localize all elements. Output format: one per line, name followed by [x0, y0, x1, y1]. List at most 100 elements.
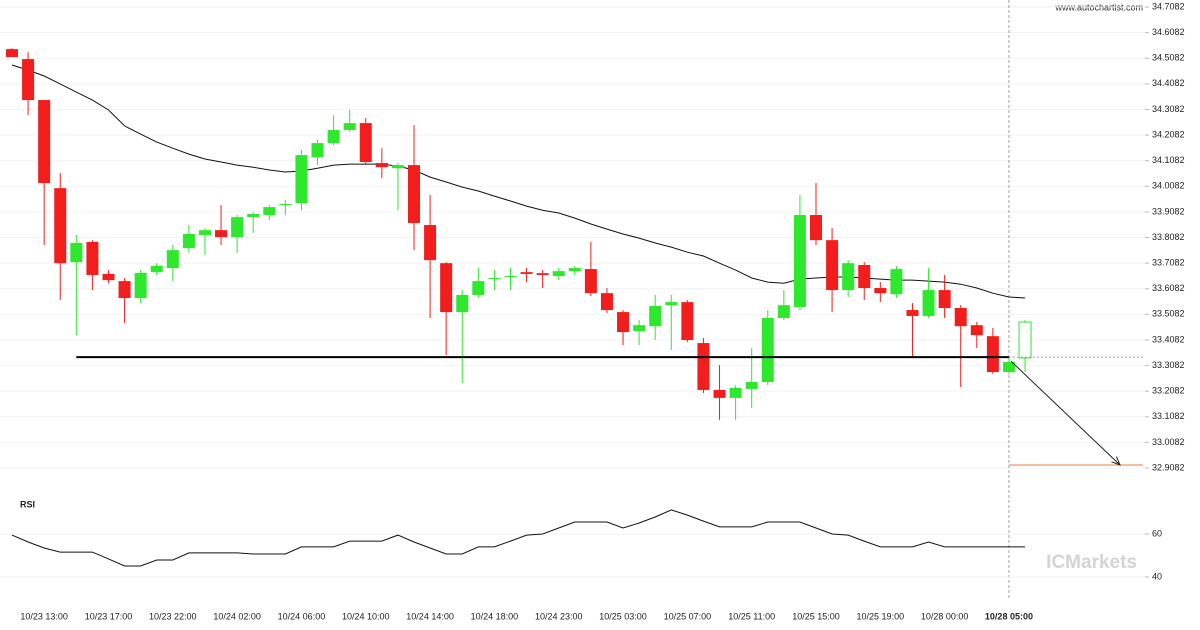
candle-body: [118, 281, 131, 299]
candle-body: [729, 387, 742, 398]
candle-body: [359, 123, 372, 163]
x-tick-label: 10/28 05:00: [985, 611, 1033, 621]
y-tick-label: 34.5082: [1152, 53, 1185, 63]
candle-body: [22, 59, 35, 101]
rsi-line: [11, 509, 1025, 567]
rsi-label: RSI: [20, 499, 35, 509]
candle-body: [890, 269, 903, 295]
y-tick-label: 33.8082: [1152, 232, 1185, 242]
candle-body: [215, 230, 228, 238]
candle-body: [86, 241, 99, 275]
candle-body: [793, 215, 806, 307]
candle-body: [343, 123, 356, 131]
candle-body: [263, 207, 276, 216]
candle-body: [311, 143, 324, 158]
candle-body: [1002, 362, 1015, 373]
x-tick-label: 10/25 03:00: [599, 611, 647, 621]
candle-body: [633, 325, 646, 332]
candle-body: [874, 288, 887, 294]
forecast-arrow-head: [1111, 456, 1121, 466]
candle-body: [166, 250, 179, 269]
candle-body: [520, 272, 533, 274]
candle-body: [681, 302, 694, 341]
candle-body: [536, 273, 549, 275]
x-tick-label: 10/23 22:00: [149, 611, 197, 621]
candle-body: [761, 317, 774, 383]
x-tick-label: 10/24 10:00: [342, 611, 390, 621]
y-tick-label: 34.3082: [1152, 104, 1185, 114]
candle-body: [440, 263, 453, 313]
x-tick-label: 10/25 07:00: [664, 611, 712, 621]
y-tick-label: 33.3082: [1152, 360, 1185, 370]
candle-body: [38, 100, 51, 184]
candle-body: [504, 275, 517, 278]
candle-body: [970, 325, 983, 336]
candle-body: [408, 165, 420, 223]
y-tick-label: 33.6082: [1152, 283, 1185, 293]
candle-body: [198, 230, 211, 236]
candle-body: [247, 214, 260, 218]
y-tick-label: 32.9082: [1152, 462, 1185, 472]
x-tick-label: 10/28 00:00: [921, 611, 969, 621]
candle-body: [456, 294, 469, 313]
x-tick-label: 10/23 13:00: [20, 611, 68, 621]
candle-body: [295, 155, 308, 204]
forecast-arrow: [1010, 360, 1121, 466]
y-tick-label: 33.0082: [1152, 437, 1185, 447]
y-tick-label: 33.7082: [1152, 258, 1185, 268]
candle-body: [424, 225, 437, 261]
candle-body: [488, 278, 501, 280]
y-tick-label: 34.4082: [1152, 78, 1185, 88]
x-tick-label: 10/25 11:00: [728, 611, 775, 621]
y-tick-label: 33.1082: [1152, 411, 1185, 421]
candle-body: [552, 271, 565, 276]
x-tick-label: 10/24 23:00: [535, 611, 583, 621]
x-tick-label: 10/24 06:00: [278, 611, 326, 621]
candle-body: [568, 268, 581, 272]
candle-body: [986, 336, 999, 373]
candle-body: [391, 165, 404, 169]
candle-body: [617, 312, 630, 333]
candle-body: [1018, 321, 1032, 359]
candle-body: [375, 163, 388, 168]
x-tick-label: 10/25 19:00: [857, 611, 905, 621]
x-tick-label: 10/24 02:00: [213, 611, 261, 621]
candle-body: [279, 204, 292, 206]
candle-body: [150, 266, 163, 273]
candle-body: [182, 233, 195, 249]
candle-body: [134, 272, 147, 299]
candle-body: [600, 293, 613, 311]
candle-body: [697, 343, 710, 390]
candle-body: [6, 49, 18, 58]
x-tick-label: 10/24 18:00: [471, 611, 519, 621]
candle-body: [745, 382, 758, 389]
candle-body: [102, 273, 115, 281]
candle-body: [70, 242, 83, 263]
candle-body: [327, 130, 340, 144]
candle-body: [858, 264, 871, 289]
candle-body: [938, 290, 951, 309]
y-tick-label: 34.2082: [1152, 129, 1185, 139]
y-tick-label: 34.0082: [1152, 181, 1185, 191]
candle-body: [665, 302, 678, 306]
x-tick-label: 10/25 15:00: [792, 611, 840, 621]
candle-body: [584, 269, 597, 294]
y-tick-label: 33.2082: [1152, 386, 1185, 396]
candle-body: [231, 217, 244, 238]
y-tick-label: 33.5082: [1152, 309, 1185, 319]
candle-body: [826, 240, 839, 291]
candle-body: [54, 188, 67, 264]
y-tick-label: 33.9082: [1152, 206, 1185, 216]
y-tick-label: 40: [1152, 571, 1162, 581]
y-tick-label: 34.1082: [1152, 155, 1185, 165]
candle-body: [777, 305, 790, 318]
y-tick-label: 34.6082: [1152, 27, 1185, 37]
y-tick-label: 34.7082: [1152, 1, 1185, 11]
candle-body: [472, 281, 485, 295]
y-tick-label: 60: [1152, 528, 1162, 538]
candle-body: [954, 308, 967, 327]
candle-body: [922, 290, 935, 316]
x-tick-label: 10/24 14:00: [406, 611, 454, 621]
